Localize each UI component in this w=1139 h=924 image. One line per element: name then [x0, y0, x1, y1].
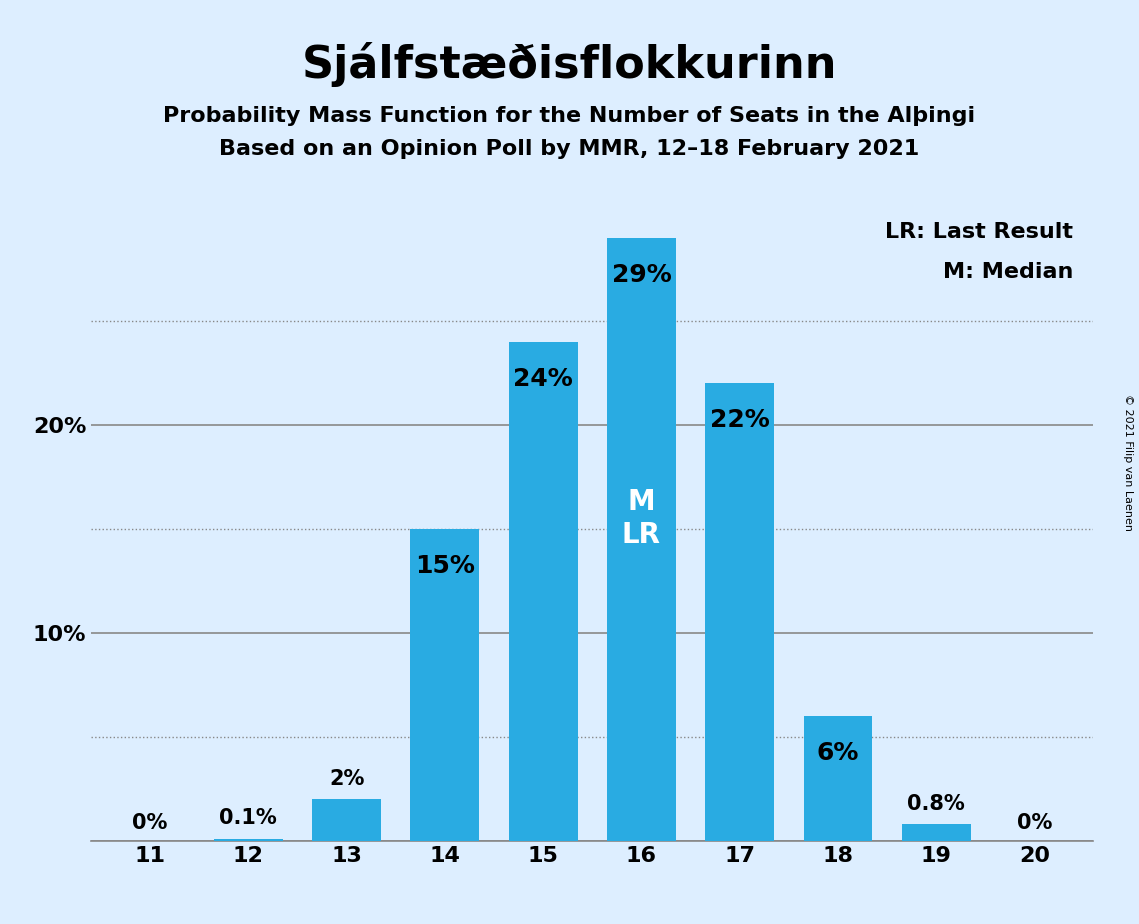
Text: 0.1%: 0.1%	[220, 808, 277, 828]
Text: Sjálfstæðisflokkurinn: Sjálfstæðisflokkurinn	[302, 42, 837, 87]
Text: 0%: 0%	[1017, 812, 1052, 833]
Bar	[312, 799, 382, 841]
Text: Based on an Opinion Poll by MMR, 12–18 February 2021: Based on an Opinion Poll by MMR, 12–18 F…	[220, 139, 919, 159]
Text: 24%: 24%	[514, 367, 573, 391]
Text: © 2021 Filip van Laenen: © 2021 Filip van Laenen	[1123, 394, 1133, 530]
Text: 29%: 29%	[612, 263, 671, 286]
Bar	[803, 716, 872, 841]
Text: 15%: 15%	[415, 553, 475, 578]
Bar	[410, 529, 480, 841]
Text: 2%: 2%	[329, 769, 364, 789]
Text: M
LR: M LR	[622, 489, 661, 549]
Bar	[902, 824, 970, 841]
Text: Probability Mass Function for the Number of Seats in the Alþingi: Probability Mass Function for the Number…	[163, 106, 976, 127]
Text: 0.8%: 0.8%	[908, 794, 965, 814]
Text: 0%: 0%	[132, 812, 167, 833]
Text: 6%: 6%	[817, 741, 859, 765]
Bar	[607, 238, 675, 841]
Bar	[705, 383, 775, 841]
Text: 22%: 22%	[710, 408, 770, 432]
Text: LR: Last Result: LR: Last Result	[885, 222, 1073, 242]
Bar	[214, 839, 282, 841]
Bar	[509, 342, 577, 841]
Text: M: Median: M: Median	[943, 262, 1073, 282]
